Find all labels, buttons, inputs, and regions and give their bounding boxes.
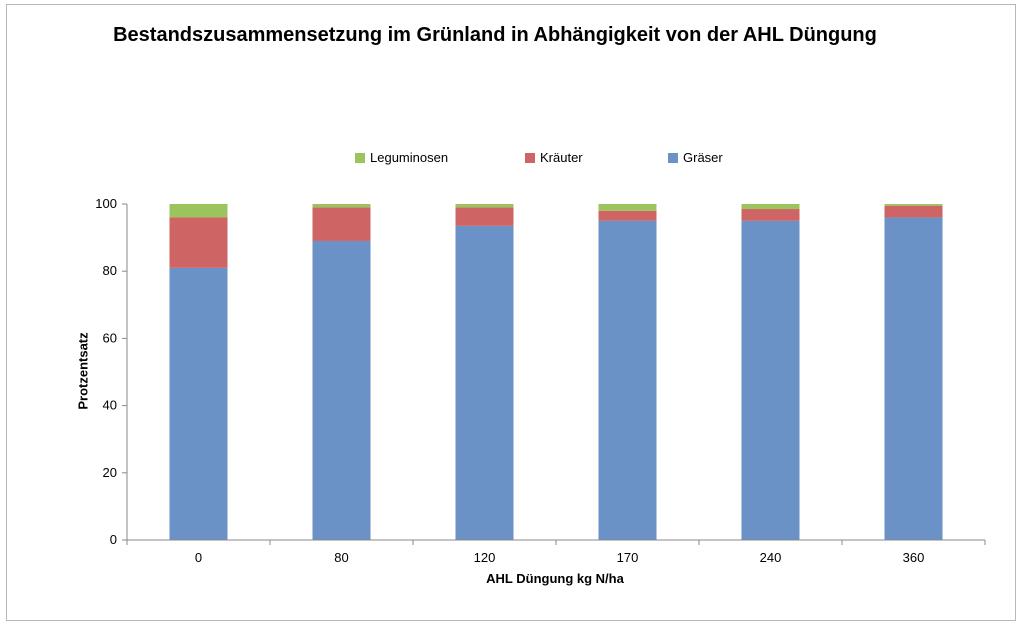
x-tick-label-170: 170 — [617, 550, 639, 565]
y-tick-label-40: 40 — [103, 398, 117, 413]
y-tick-label-60: 60 — [103, 330, 117, 345]
bar-kr-uter-170 — [598, 210, 657, 221]
legend-item-graeser: Gräser — [668, 150, 723, 165]
bar-leguminosen-170 — [598, 204, 657, 211]
bar-gr-ser-360 — [884, 217, 943, 540]
bar-kr-uter-0 — [169, 217, 228, 268]
bar-leguminosen-0 — [169, 204, 228, 218]
x-tick-label-240: 240 — [760, 550, 782, 565]
y-axis-label: Protzentsatz — [75, 332, 91, 410]
bar-leguminosen-360 — [884, 204, 943, 206]
bar-gr-ser-240 — [741, 220, 800, 541]
bar-kr-uter-360 — [884, 205, 943, 218]
bar-leguminosen-240 — [741, 204, 800, 210]
x-axis-label: AHL Düngung kg N/ha — [486, 571, 624, 586]
bar-kr-uter-120 — [455, 207, 514, 226]
y-tick-label-20: 20 — [103, 465, 117, 480]
legend-item-leguminosen: Leguminosen — [355, 150, 448, 165]
y-tick-label-0: 0 — [110, 532, 117, 547]
legend-swatch-graeser — [668, 152, 678, 163]
x-tick-label-0: 0 — [195, 550, 202, 565]
x-tick-label-80: 80 — [334, 550, 348, 565]
legend-label-graeser: Gräser — [683, 150, 723, 165]
bar-gr-ser-0 — [169, 267, 228, 540]
chart-title: Bestandszusammensetzung im Grünland in A… — [113, 24, 877, 46]
bar-gr-ser-80 — [312, 240, 371, 540]
bar-leguminosen-80 — [312, 204, 371, 208]
legend-label-leguminosen: Leguminosen — [370, 150, 449, 165]
bar-gr-ser-120 — [455, 225, 514, 540]
legend-swatch-kraeuter — [525, 152, 535, 163]
legend-label-kraeuter: Kräuter — [540, 150, 583, 165]
legend-item-kraeuter: Kräuter — [525, 150, 583, 165]
x-tick-label-120: 120 — [474, 550, 496, 565]
bar-kr-uter-240 — [741, 209, 800, 221]
y-tick-label-80: 80 — [103, 263, 117, 278]
bar-kr-uter-80 — [312, 207, 371, 241]
bar-gr-ser-170 — [598, 220, 657, 541]
x-tick-label-360: 360 — [903, 550, 925, 565]
legend: Leguminosen Kräuter Gräser — [0, 150, 1024, 170]
y-tick-label-100: 100 — [95, 196, 117, 211]
legend-swatch-leguminosen — [355, 152, 365, 163]
bar-leguminosen-120 — [455, 204, 514, 208]
